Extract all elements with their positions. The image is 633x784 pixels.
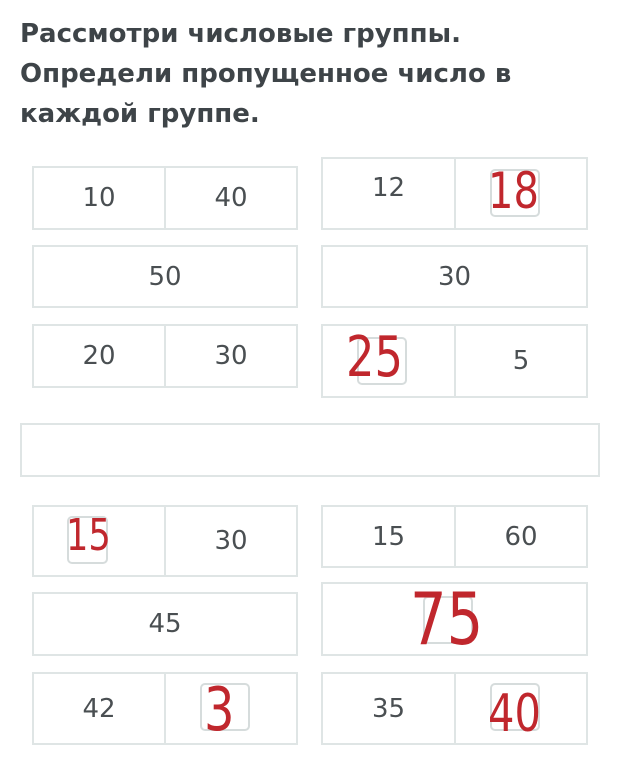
cell: 42 [32,672,166,745]
cell: 35 [321,672,456,745]
answer-input[interactable] [357,337,407,385]
answer-input[interactable] [490,683,540,731]
handwritten-answer: 75 [410,577,484,661]
cell: 10 [32,166,166,230]
handwritten-answer: 3 [204,675,235,745]
handwritten-answer: 18 [488,162,539,220]
cell: 45 [32,592,298,656]
cell: 60 [454,505,588,568]
task-title: Рассмотри числовые группы. Определи проп… [20,19,512,129]
handwritten-answer: 15 [66,510,111,561]
cell: 5 [454,324,588,398]
answer-input[interactable] [200,683,250,731]
cell: 30 [164,324,298,388]
handwritten-answer: 40 [488,684,541,744]
answer-bar[interactable] [20,423,600,477]
cell: 30 [164,505,298,577]
cell: 15 [321,505,456,568]
handwritten-answer: 25 [346,325,404,390]
answer-input[interactable] [490,169,540,217]
answer-input[interactable] [67,516,108,564]
cell: 20 [32,324,166,388]
cell: 40 [164,166,298,230]
answer-input[interactable] [423,596,473,644]
cell: 50 [32,245,298,308]
cell: 30 [321,245,588,308]
cell: 12 [321,157,456,230]
